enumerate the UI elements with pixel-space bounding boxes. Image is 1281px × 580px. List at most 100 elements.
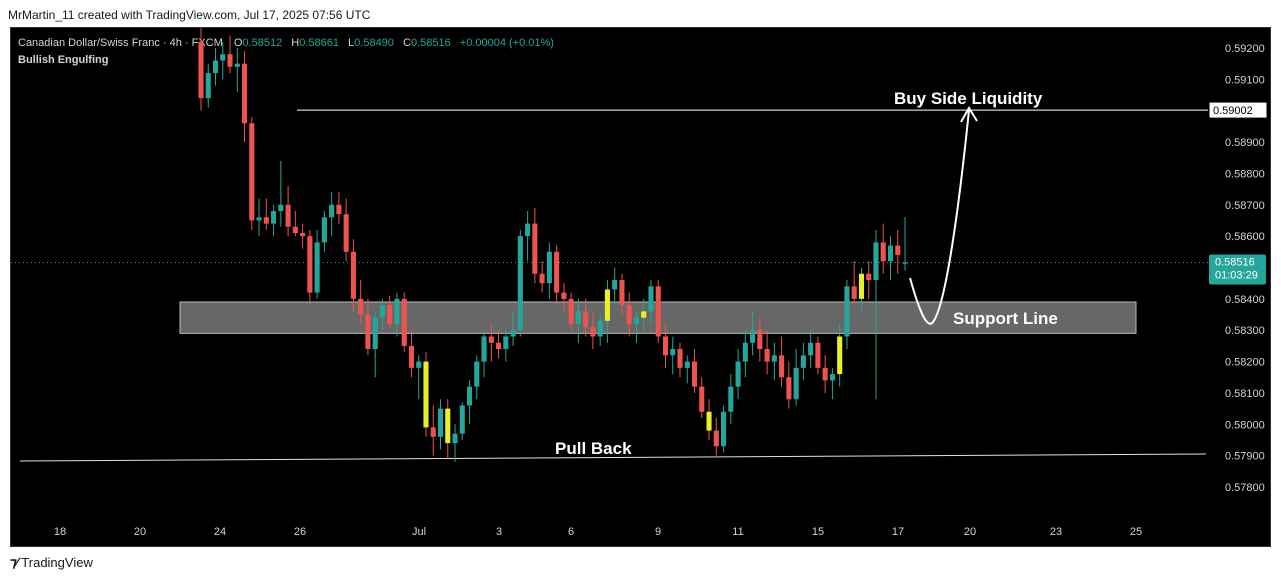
projection-arrow[interactable] — [909, 109, 970, 325]
candle-body[interactable] — [626, 305, 632, 324]
candle-body[interactable] — [307, 236, 313, 293]
candle-body[interactable] — [430, 427, 436, 437]
candle-body[interactable] — [844, 286, 850, 337]
candle-body[interactable] — [829, 374, 835, 381]
candle-body[interactable] — [771, 355, 777, 362]
candle-body[interactable] — [662, 336, 669, 356]
candle-body[interactable] — [728, 386, 734, 412]
candle-body[interactable] — [895, 245, 901, 255]
candle-body[interactable] — [372, 317, 378, 350]
candle-body[interactable] — [851, 286, 857, 299]
candle-body[interactable] — [670, 349, 676, 356]
candle-body[interactable] — [735, 361, 741, 387]
candle-body[interactable] — [481, 336, 487, 362]
candle-body[interactable] — [234, 63, 240, 67]
candle-body[interactable] — [612, 280, 618, 290]
candle-body[interactable] — [561, 292, 567, 299]
candle-body[interactable] — [684, 361, 690, 368]
candle-body[interactable] — [379, 305, 385, 318]
candle-body[interactable] — [699, 386, 705, 412]
candle-body[interactable] — [510, 330, 516, 337]
candle-body[interactable] — [517, 236, 523, 331]
candle-body[interactable] — [416, 361, 422, 368]
candle-body[interactable] — [750, 330, 756, 343]
candle-body[interactable] — [532, 223, 538, 274]
candle-body[interactable] — [459, 405, 465, 434]
candle-body[interactable] — [554, 251, 560, 293]
candle-body[interactable] — [437, 408, 444, 437]
candle-body[interactable] — [786, 377, 792, 400]
candle-body[interactable] — [256, 217, 262, 221]
engulfing-candle[interactable] — [641, 311, 647, 318]
candle-body[interactable] — [575, 311, 581, 324]
candle-body[interactable] — [525, 223, 531, 237]
candle-body[interactable] — [285, 204, 291, 227]
candle-body[interactable] — [619, 280, 625, 306]
candle-body[interactable] — [198, 41, 204, 99]
candle-body[interactable] — [227, 54, 233, 67]
candle-body[interactable] — [539, 273, 545, 284]
candle-body[interactable] — [546, 251, 552, 284]
time-axis[interactable]: 18 20 24 26 Jul 3 6 9 11 15 17 20 23 25 — [54, 526, 1142, 538]
candle-body[interactable] — [880, 242, 886, 262]
candle-body[interactable] — [321, 217, 327, 243]
candle-body[interactable] — [278, 204, 284, 212]
candle-body[interactable] — [242, 63, 248, 124]
candle-body[interactable] — [408, 345, 415, 368]
candle-body[interactable] — [866, 273, 872, 281]
engulfing-candle[interactable] — [706, 411, 712, 431]
candle-body[interactable] — [205, 73, 211, 99]
engulfing-candle[interactable] — [604, 289, 610, 321]
candle-body[interactable] — [568, 298, 574, 324]
candle-body[interactable] — [474, 361, 480, 387]
candle-body[interactable] — [387, 305, 393, 324]
candle-body[interactable] — [583, 311, 589, 328]
candle-body[interactable] — [358, 298, 364, 315]
candle-body[interactable] — [249, 123, 255, 221]
candle-body[interactable] — [271, 211, 277, 224]
candle-body[interactable] — [350, 251, 356, 299]
candle-body[interactable] — [655, 286, 661, 337]
candle-body[interactable] — [648, 286, 654, 312]
candle-body[interactable] — [343, 214, 349, 252]
engulfing-candle[interactable] — [423, 361, 429, 428]
candle-body[interactable] — [822, 367, 828, 381]
candle-body[interactable] — [691, 361, 698, 387]
candle-body[interactable] — [873, 242, 879, 281]
candle-body[interactable] — [590, 327, 596, 337]
candle-body[interactable] — [488, 336, 494, 343]
engulfing-candle[interactable] — [837, 336, 843, 375]
candle-body[interactable] — [677, 349, 683, 368]
candles[interactable] — [198, 22, 908, 462]
engulfing-candle[interactable] — [858, 273, 864, 299]
candle-body[interactable] — [764, 349, 770, 362]
candle-body[interactable] — [887, 245, 894, 262]
candle-body[interactable] — [212, 60, 219, 74]
candle-body[interactable] — [220, 54, 226, 61]
candle-body[interactable] — [292, 226, 298, 234]
chart-svg[interactable]: Canadian Dollar/Swiss Franc · 4h · FXCM … — [11, 22, 1270, 546]
candle-body[interactable] — [800, 355, 806, 368]
candle-body[interactable] — [300, 233, 306, 237]
candle-body[interactable] — [713, 430, 719, 447]
candle-body[interactable] — [365, 314, 371, 350]
candle-body[interactable] — [263, 217, 269, 224]
candle-body[interactable] — [721, 411, 727, 447]
candle-body[interactable] — [815, 342, 821, 368]
candle-body[interactable] — [633, 317, 640, 324]
candle-body[interactable] — [757, 330, 763, 350]
candle-body[interactable] — [452, 433, 458, 444]
candle-body[interactable] — [902, 262, 908, 264]
candle-body[interactable] — [466, 386, 473, 406]
candle-body[interactable] — [503, 336, 509, 350]
price-axis[interactable]: 0.59200 0.59100 0.58900 0.58800 0.58700 0.586… — [1225, 43, 1265, 494]
candle-body[interactable] — [401, 298, 407, 346]
candle-body[interactable] — [314, 242, 320, 293]
candle-body[interactable] — [597, 320, 603, 337]
candle-body[interactable] — [496, 342, 502, 350]
tradingview-footer[interactable]: ⁊⁄ TradingView — [10, 554, 93, 571]
engulfing-candle[interactable] — [445, 408, 451, 444]
candle-body[interactable] — [779, 355, 785, 378]
candle-body[interactable] — [742, 342, 748, 362]
candle-body[interactable] — [329, 204, 335, 218]
